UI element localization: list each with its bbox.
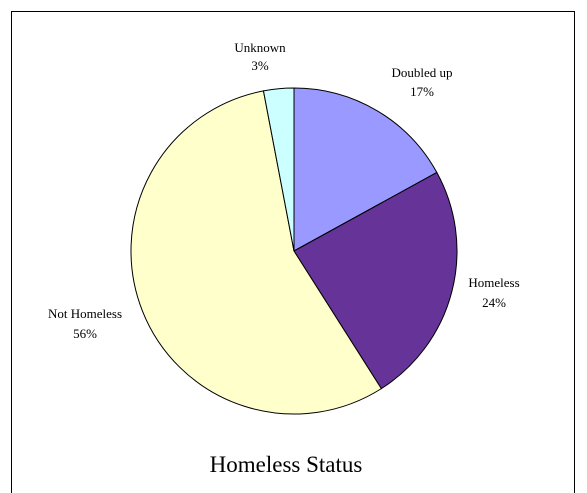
label-unknown-value: 3% (251, 58, 269, 73)
label-unknown-name: Unknown (234, 40, 286, 55)
label-doubled-up-name: Doubled up (391, 65, 452, 80)
label-not-homeless-name: Not Homeless (48, 306, 122, 321)
pie-slice-homeless (293, 171, 458, 390)
pie-slice-unknown (262, 87, 295, 252)
label-not-homeless-value: 56% (73, 326, 97, 341)
label-doubled-up-value: 17% (410, 84, 434, 99)
pie-slice-doubled-up (293, 87, 438, 252)
pie-slice-not-homeless (130, 90, 383, 415)
label-homeless-value: 24% (482, 295, 506, 310)
pie-slices (130, 87, 458, 415)
chart-title: Homeless Status (210, 452, 363, 477)
label-homeless-name: Homeless (468, 275, 519, 290)
